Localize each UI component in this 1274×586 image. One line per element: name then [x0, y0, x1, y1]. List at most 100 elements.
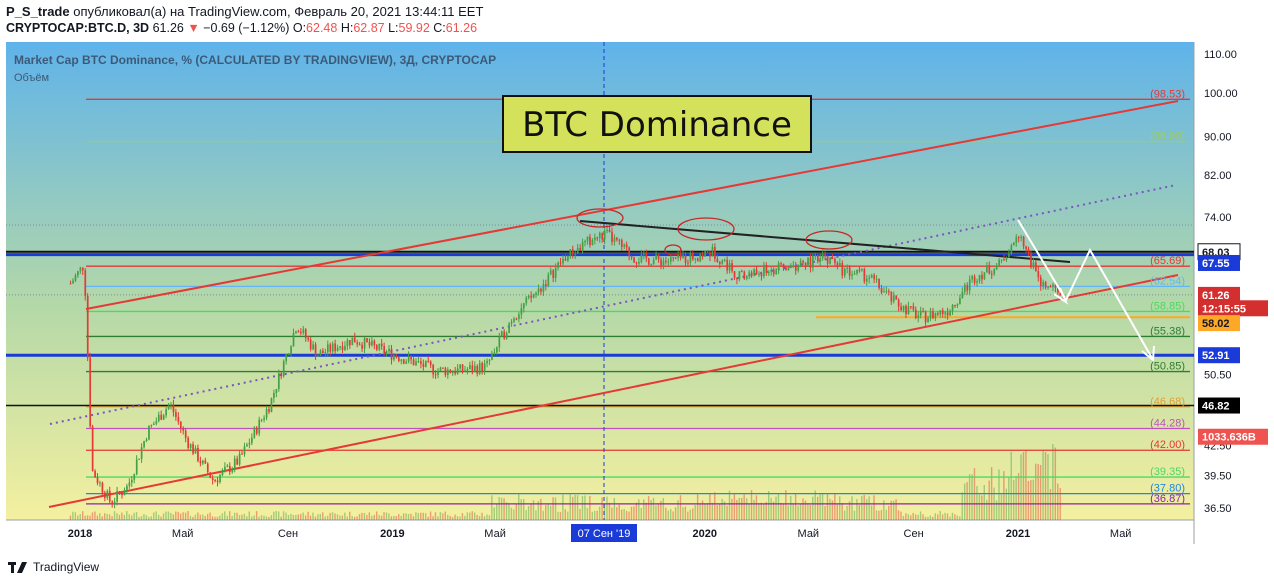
candle-body: [481, 362, 484, 372]
volume-bar: [927, 516, 929, 520]
volume-bar: [944, 512, 946, 520]
x-tick-label: Май: [1110, 528, 1132, 540]
volume-bar: [380, 515, 383, 520]
candle-body: [672, 257, 675, 259]
candle-body: [405, 361, 408, 364]
volume-bar: [312, 512, 314, 520]
chart-title: Market Cap BTC Dominance, % (CALCULATED …: [14, 53, 496, 67]
candle-body: [613, 237, 616, 242]
volume-bar: [856, 499, 858, 520]
candle-body: [559, 262, 562, 264]
candle-body: [81, 267, 84, 271]
candle-body: [130, 479, 133, 483]
volume-bar: [1042, 450, 1044, 520]
candle-body: [611, 231, 613, 242]
volume-bar: [459, 516, 461, 520]
candle-body: [1054, 284, 1057, 288]
candle-body: [172, 404, 175, 413]
volume-bar: [1010, 451, 1012, 520]
volume-bar: [96, 515, 99, 520]
candle-body: [385, 351, 388, 353]
candle-body: [449, 369, 452, 373]
volume-bar: [574, 494, 576, 520]
candle-body: [371, 340, 373, 346]
candle-body: [393, 355, 395, 360]
candle-body: [522, 303, 525, 309]
volume-bar: [616, 507, 618, 520]
volume-bar: [885, 509, 887, 520]
candle-body: [302, 329, 305, 333]
candle-body: [356, 342, 359, 345]
candle-body: [814, 255, 817, 257]
candle-body: [292, 333, 295, 347]
volume-bar: [498, 497, 500, 520]
volume-bar: [304, 515, 307, 520]
candle-body: [219, 475, 221, 483]
volume-bar: [998, 469, 1000, 520]
candle-body: [802, 260, 804, 263]
candle-body: [488, 359, 491, 361]
candle-body: [799, 260, 802, 267]
volume-bar: [520, 499, 522, 520]
candle-body: [941, 310, 944, 315]
volume-bar: [481, 512, 483, 520]
candle-body: [148, 425, 150, 440]
author-name[interactable]: P_S_trade: [6, 4, 70, 19]
volume-bar: [510, 507, 513, 520]
candle-body: [353, 337, 356, 343]
volume-bar: [422, 512, 424, 520]
candle-body: [527, 295, 530, 298]
candle-body: [324, 352, 327, 354]
candle-body: [493, 352, 496, 354]
volume-bar: [496, 503, 498, 520]
volume-bar: [571, 496, 574, 520]
candle-body: [439, 367, 442, 371]
volume-bar: [956, 515, 959, 520]
candle-body: [716, 258, 719, 262]
volume-bar: [900, 511, 902, 520]
candle-body: [638, 262, 640, 264]
candle-body: [444, 368, 447, 376]
symbol-header: CRYPTOCAP:BTC.D, 3D 61.26 ▼ −0.69 (−1.12…: [6, 21, 477, 35]
volume-bar: [182, 512, 184, 520]
volume-bar: [738, 497, 740, 520]
volume-bar: [410, 513, 412, 520]
volume-bar: [954, 514, 956, 520]
volume-bar: [652, 497, 655, 520]
volume-bar: [476, 514, 478, 520]
volume-bar: [861, 495, 863, 520]
candle-body: [839, 263, 841, 266]
candle-body: [701, 254, 704, 257]
volume-bar: [219, 515, 221, 520]
candle-body: [118, 491, 121, 494]
volume-bar: [493, 507, 495, 520]
volume-bar: [829, 498, 831, 520]
volume-bar: [346, 516, 348, 520]
candle-body: [978, 274, 981, 282]
volume-bar: [711, 502, 714, 520]
footer[interactable]: TradingView: [8, 560, 99, 574]
candle-body: [182, 428, 185, 431]
candle-body: [723, 259, 726, 261]
candle-body: [123, 492, 126, 496]
channel-lower-line: [48, 274, 1179, 508]
volume-bar: [657, 503, 660, 520]
volume-bar: [772, 501, 775, 520]
candle-body: [954, 304, 956, 306]
projection-arrow-head: [1053, 287, 1069, 305]
candle-body: [812, 255, 814, 268]
candle-body: [518, 314, 520, 319]
fib-level-label: (36.87): [1150, 493, 1185, 505]
candle-body: [1030, 253, 1032, 268]
candle-body: [562, 258, 564, 264]
volume-bar: [917, 514, 919, 520]
candle-body: [331, 343, 334, 352]
candle-body: [270, 398, 273, 412]
candle-body: [569, 249, 572, 256]
volume-bar: [405, 513, 407, 520]
volume-bar: [427, 516, 429, 520]
annotation-box[interactable]: BTC Dominance: [502, 95, 812, 153]
volume-bar: [77, 515, 79, 520]
volume-bar: [584, 495, 586, 520]
price-chart[interactable]: BTC Dominance Market Cap BTC Dominance, …: [0, 40, 1274, 558]
